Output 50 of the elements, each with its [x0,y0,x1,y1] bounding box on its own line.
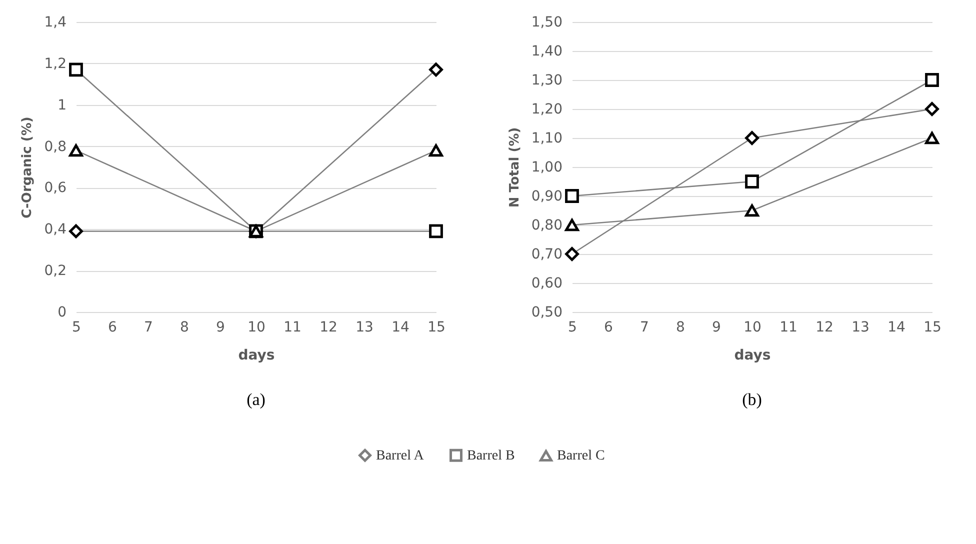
y-tick-label: 1,00 [531,160,562,176]
x-tick-label: 14 [392,320,410,336]
legend-label: Barrel C [557,448,605,464]
x-axis-title: days [238,348,275,364]
y-tick-label: 0 [58,304,66,320]
y-tick-label: 0,80 [531,218,562,234]
y-axis-title: N Total (%) [507,127,522,208]
x-tick-label: 13 [356,320,374,336]
x-tick-label: 7 [640,320,649,336]
y-tick-label: 0,2 [44,263,66,280]
y-tick-label: 1 [58,97,66,114]
x-tick-label: 6 [604,320,614,336]
x-axis-title: days [734,348,771,364]
x-tick-label: 5 [72,320,81,336]
x-tick-label: 13 [852,320,870,336]
y-tick-label: 0,90 [531,188,562,204]
x-tick-label: 11 [780,320,798,336]
y-axis-title: C-Organic (%) [20,116,36,218]
x-tick-label: 6 [108,320,118,336]
x-tick-label: 12 [320,320,338,336]
x-tick-label: 8 [180,320,189,336]
text: (a) [246,390,266,409]
x-tick-label: 8 [676,320,685,336]
y-tick-label: 1,30 [531,72,562,88]
x-tick-label: 15 [428,320,446,336]
y-tick-label: 1,10 [531,130,562,146]
y-tick-label: 0,4 [44,222,67,238]
x-tick-label: 7 [144,320,153,336]
y-tick-label: 1,50 [531,14,562,30]
x-tick-label: 15 [924,320,942,336]
y-tick-label: 0,60 [531,276,562,292]
x-tick-label: 10 [248,320,266,336]
x-tick-label: 9 [712,320,721,336]
x-tick-label: 9 [216,320,225,336]
x-tick-label: 14 [888,320,906,336]
y-tick-label: 1,2 [44,56,66,72]
text: (b) [742,390,762,409]
y-tick-label: 1,4 [44,14,67,30]
legend-label: Barrel B [467,448,515,464]
y-tick-label: 0,8 [44,138,66,155]
y-tick-label: 0,6 [44,180,67,196]
x-tick-label: 12 [816,320,834,336]
x-tick-label: 10 [744,320,762,336]
y-tick-label: 0,70 [531,246,562,262]
legend-label: Barrel A [376,448,425,464]
x-tick-label: 5 [568,320,577,336]
y-tick-label: 1,40 [531,44,562,60]
x-tick-label: 11 [284,320,302,336]
y-tick-label: 0,50 [531,304,562,320]
y-tick-label: 1,20 [531,102,562,118]
